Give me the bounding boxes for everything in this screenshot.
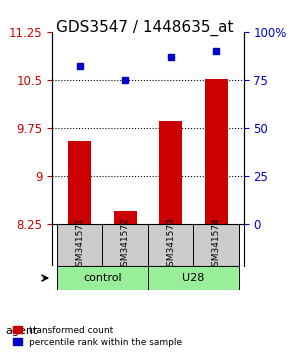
Text: GSM341572: GSM341572 [121,217,130,272]
FancyBboxPatch shape [57,224,102,266]
FancyBboxPatch shape [193,224,239,266]
FancyBboxPatch shape [148,266,239,290]
Text: control: control [83,273,122,283]
FancyBboxPatch shape [102,224,148,266]
Legend: transformed count, percentile rank within the sample: transformed count, percentile rank withi… [10,323,185,349]
Bar [114,211,137,224]
Bar [205,79,228,224]
Text: GSM341573: GSM341573 [166,217,175,272]
FancyBboxPatch shape [57,266,148,290]
Text: GDS3547 / 1448635_at: GDS3547 / 1448635_at [56,19,234,36]
Text: GSM341574: GSM341574 [212,217,221,272]
Text: GSM341571: GSM341571 [75,217,84,272]
Bar [68,141,91,224]
Text: U28: U28 [182,273,205,283]
Text: agent: agent [6,326,38,336]
FancyBboxPatch shape [148,224,193,266]
Bar [159,121,182,224]
